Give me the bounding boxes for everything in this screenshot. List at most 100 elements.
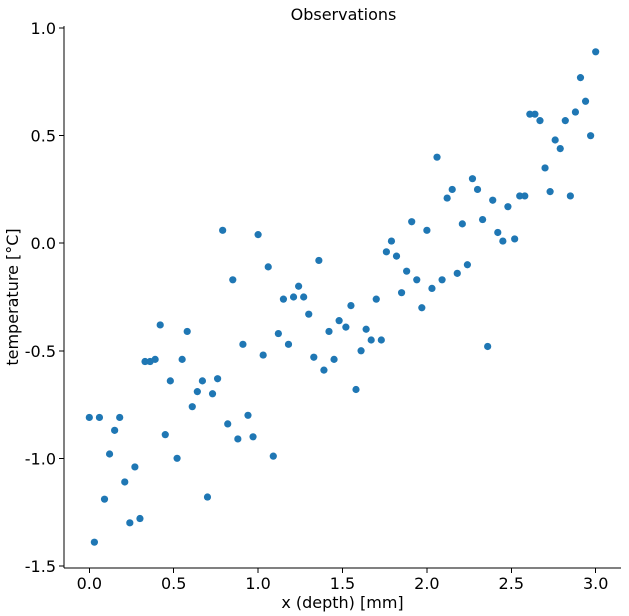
x-ticks: 0.0 0.5 1.0 1.5 2.0 2.5 3.0 — [77, 568, 608, 593]
data-point — [494, 228, 502, 237]
data-point — [443, 194, 451, 202]
data-point — [131, 463, 139, 471]
y-tick-label: 0.0 — [31, 234, 56, 253]
data-point — [219, 226, 227, 234]
data-point — [438, 276, 446, 284]
data-point — [499, 237, 507, 245]
chart-title: Observations — [291, 5, 397, 24]
data-point — [347, 302, 355, 310]
data-point — [556, 144, 564, 153]
data-point — [85, 413, 93, 422]
data-point — [121, 478, 129, 486]
data-point — [489, 196, 497, 204]
y-tick-label: -1.0 — [25, 449, 56, 468]
data-point — [458, 220, 466, 228]
data-point — [504, 203, 512, 211]
data-point — [433, 153, 441, 161]
data-point — [342, 323, 350, 331]
data-point — [198, 377, 207, 385]
data-point — [536, 117, 544, 125]
data-point — [269, 452, 277, 460]
data-point — [111, 426, 119, 434]
data-point — [468, 175, 477, 183]
data-point — [259, 351, 267, 359]
data-point — [244, 411, 252, 419]
data-point — [592, 48, 600, 56]
data-point — [105, 450, 114, 458]
data-point — [156, 321, 164, 329]
data-point — [229, 276, 237, 284]
data-point — [511, 235, 519, 243]
data-point — [392, 252, 401, 260]
x-tick-label: 1.0 — [245, 574, 270, 593]
data-point — [100, 495, 109, 503]
x-tick-label: 0.5 — [161, 574, 186, 593]
data-point — [234, 435, 242, 443]
data-point — [463, 261, 472, 269]
data-point — [408, 218, 416, 226]
data-point — [178, 355, 186, 363]
data-point — [581, 97, 590, 105]
data-point — [254, 231, 262, 239]
data-point — [521, 192, 529, 200]
data-point — [387, 237, 396, 245]
y-tick-label: 1.0 — [31, 19, 56, 38]
x-tick-label: 0.0 — [77, 574, 102, 593]
data-point — [203, 493, 212, 501]
x-tick-label: 2.0 — [414, 574, 439, 593]
data-point — [526, 110, 534, 118]
data-point — [183, 327, 191, 336]
data-point — [473, 185, 482, 194]
axes — [63, 26, 621, 569]
data-point — [566, 192, 574, 200]
data-point — [551, 136, 559, 144]
data-point — [208, 390, 217, 398]
data-point — [264, 263, 272, 271]
data-point — [423, 226, 431, 234]
data-point — [397, 289, 406, 297]
data-point — [224, 420, 232, 428]
data-point — [587, 132, 595, 140]
data-point — [295, 282, 303, 290]
data-point — [546, 188, 554, 196]
data-point — [531, 110, 539, 118]
data-point — [377, 336, 385, 344]
data-point — [274, 329, 282, 338]
data-point — [372, 295, 380, 303]
data-point — [448, 185, 456, 194]
data-point — [325, 327, 333, 336]
data-point — [310, 353, 318, 361]
data-point — [300, 293, 308, 301]
plot-marks — [85, 48, 600, 546]
y-tick-label: -0.5 — [25, 342, 56, 361]
data-point — [95, 413, 104, 422]
data-point — [188, 403, 196, 411]
y-axis-title: temperature [°C] — [3, 228, 22, 365]
data-point — [418, 304, 426, 312]
data-point — [279, 295, 288, 303]
data-point — [413, 276, 421, 284]
data-point — [136, 514, 144, 523]
data-point — [193, 388, 201, 396]
data-point — [284, 340, 293, 348]
data-point — [367, 336, 375, 344]
x-axis-title: x (depth) [mm] — [281, 593, 403, 612]
x-tick-label: 3.0 — [583, 574, 608, 593]
data-point — [330, 355, 338, 363]
data-point — [571, 108, 580, 116]
data-point — [173, 454, 181, 462]
data-point — [141, 357, 149, 366]
y-tick-label: 0.5 — [31, 127, 56, 146]
data-point — [453, 269, 461, 277]
data-point — [320, 366, 328, 374]
data-point — [478, 215, 487, 224]
data-point — [403, 267, 411, 275]
data-point — [90, 538, 98, 546]
data-point — [357, 347, 365, 355]
data-point — [116, 413, 124, 422]
data-point — [166, 377, 174, 385]
data-point — [561, 117, 569, 125]
x-tick-label: 2.5 — [499, 574, 524, 593]
